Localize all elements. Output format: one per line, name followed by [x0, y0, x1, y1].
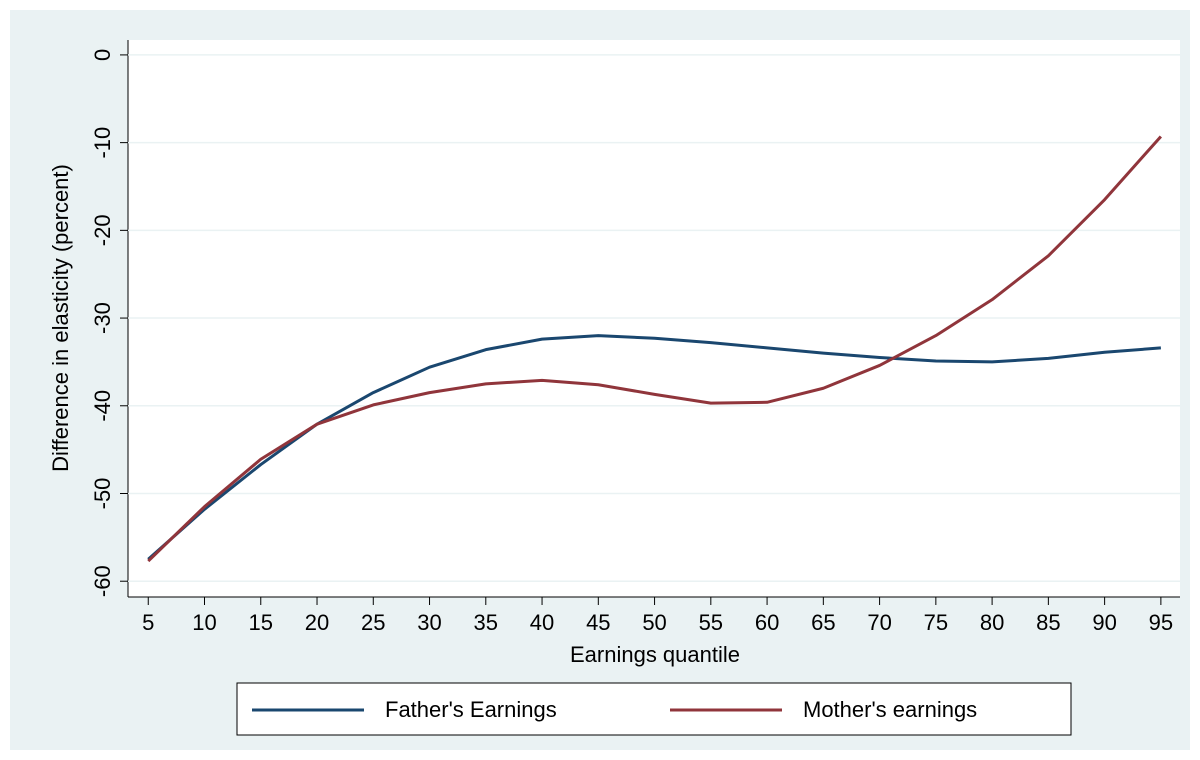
- x-tick-label: 10: [192, 610, 216, 635]
- x-tick-label: 65: [811, 610, 835, 635]
- x-tick-label: 80: [980, 610, 1004, 635]
- y-tick-label: -10: [90, 127, 115, 159]
- x-tick-label: 35: [474, 610, 498, 635]
- y-tick-label: -50: [90, 478, 115, 510]
- x-axis-label: Earnings quantile: [570, 642, 740, 667]
- x-tick-label: 25: [361, 610, 385, 635]
- x-tick-label: 40: [530, 610, 554, 635]
- x-tick-label: 70: [867, 610, 891, 635]
- y-tick-label: -30: [90, 302, 115, 334]
- x-tick-label: 55: [699, 610, 723, 635]
- x-tick-label: 15: [249, 610, 273, 635]
- y-tick-label: -20: [90, 214, 115, 246]
- y-tick-label: -60: [90, 565, 115, 597]
- y-tick-label: 0: [90, 49, 115, 61]
- x-tick-label: 85: [1036, 610, 1060, 635]
- legend-label: Father's Earnings: [385, 697, 557, 722]
- x-tick-label: 5: [142, 610, 154, 635]
- x-tick-label: 45: [586, 610, 610, 635]
- line-series: [147, 135, 1162, 563]
- y-tick-label: -40: [90, 390, 115, 422]
- x-tick-label: 90: [1092, 610, 1116, 635]
- x-tick-label: 30: [417, 610, 441, 635]
- y-axis-label: Difference in elasticity (percent): [48, 164, 73, 472]
- x-tick-label: 20: [305, 610, 329, 635]
- x-tick-label: 60: [755, 610, 779, 635]
- x-tick-label: 95: [1149, 610, 1173, 635]
- legend: [236, 682, 1072, 736]
- legend-label: Mother's earnings: [803, 697, 977, 722]
- x-tick-label: 75: [924, 610, 948, 635]
- x-tick-label: 50: [642, 610, 666, 635]
